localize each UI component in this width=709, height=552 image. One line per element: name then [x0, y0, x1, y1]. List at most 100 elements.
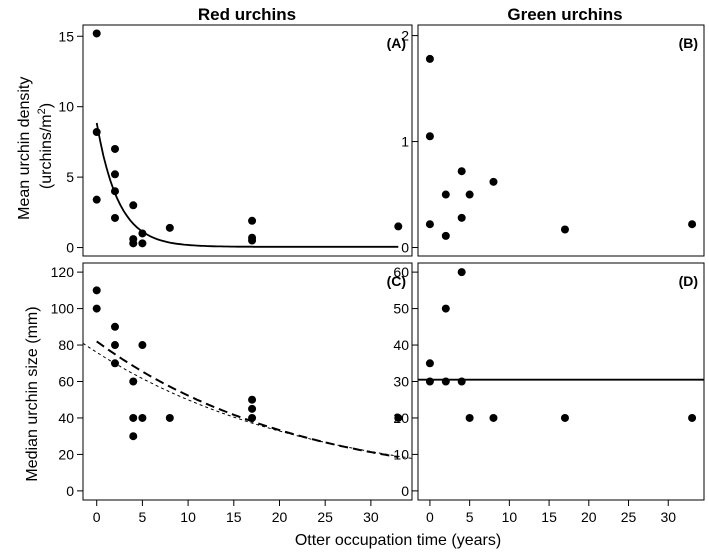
panel-b-label: (B) [679, 35, 698, 51]
panel-c-y-tick-label: 20 [58, 446, 74, 462]
panel-a-y-tick-label: 0 [66, 240, 74, 256]
panel-c-y-tick-label: 60 [58, 374, 74, 390]
panel-b-point [441, 190, 450, 199]
panel-c-fit-dashed [96, 340, 399, 458]
panel-d-x-tick-label: 0 [426, 509, 434, 525]
column-title-green: Green urchins [507, 5, 622, 24]
panel-d-point [560, 413, 569, 422]
panel-d-point [489, 413, 498, 422]
panel-a-y-tick-label: 5 [66, 169, 74, 185]
panel-c-y-tick-label: 100 [51, 301, 75, 317]
panel-d-x-tick-label: 20 [581, 509, 597, 525]
panel-c-point [129, 377, 138, 386]
y-axis-label-density-superscript: 2 [36, 108, 48, 114]
panel-d-x-tick-label: 10 [502, 509, 518, 525]
panel-c-point [129, 432, 138, 441]
panel-b-point [425, 132, 434, 141]
panel-b-y-tick-label: 1 [401, 134, 409, 150]
panel-d-x-tick-label: 5 [466, 509, 474, 525]
panel-d: 0 10 20 30 40 50 60 0 5 10 15 20 25 30 (D) [393, 262, 705, 525]
panel-c-x-tick-label: 25 [317, 509, 333, 525]
panel-d-y-tick-label: 50 [393, 301, 409, 317]
panel-d-y-tick-label: 0 [401, 483, 409, 499]
panel-a-point [129, 239, 138, 248]
panel-c-point [92, 286, 101, 295]
panel-a-frame [82, 24, 413, 257]
panel-b-point [457, 213, 466, 222]
panel-c-y-tick-label: 80 [58, 337, 74, 353]
panel-a-point [92, 128, 101, 137]
panel-b: 0 1 2 (B) [401, 24, 705, 257]
panel-b-point [425, 54, 434, 63]
y-axis-label-density-close: ) [38, 103, 55, 108]
panel-c-point [110, 322, 119, 331]
panel-d-point [457, 268, 466, 277]
panel-d-point [441, 304, 450, 313]
panel-d-point [425, 377, 434, 386]
panel-b-point [688, 220, 697, 229]
panel-d-x-tick-label: 25 [621, 509, 637, 525]
panel-c-x-tick-label: 5 [139, 509, 147, 525]
panel-b-y-tick-label: 2 [401, 28, 409, 44]
panel-a-point [394, 222, 403, 231]
panel-c-y-tick-label: 40 [58, 410, 74, 426]
panel-c-y-tick-label: 0 [66, 483, 74, 499]
panel-c-point [92, 304, 101, 313]
panel-c-label: (C) [387, 273, 406, 289]
panel-b-frame [417, 24, 705, 257]
panel-a-point [248, 236, 257, 245]
panel-d-point [688, 413, 697, 422]
panel-c-point [394, 413, 403, 422]
panel-d-y-tick-label: 20 [393, 410, 409, 426]
panel-a-point [138, 229, 147, 238]
panel-c-x-tick-label: 30 [363, 509, 379, 525]
panel-a-point [110, 187, 119, 196]
panel-a-point [165, 223, 174, 232]
panel-a-fit-solid [95, 122, 399, 248]
panel-d-y-tick-label: 40 [393, 337, 409, 353]
panel-b-point [489, 177, 498, 186]
panel-b-point [560, 225, 569, 234]
y-axis-label-density: Mean urchin density (urchins/m2) [16, 72, 55, 220]
panel-d-y-tick-label: 60 [393, 264, 409, 280]
column-title-red: Red urchins [198, 5, 296, 24]
panel-b-point [457, 167, 466, 176]
panel-a-point [92, 29, 101, 38]
panel-d-x-tick-label: 15 [541, 509, 557, 525]
panel-a-point [248, 216, 257, 225]
panel-a-point [110, 144, 119, 153]
panel-a-y-tick-label: 15 [58, 28, 74, 44]
panel-c-point [110, 341, 119, 350]
x-axis-label: Otter occupation time (years) [295, 532, 501, 549]
panel-c-y-tick-label: 120 [51, 264, 75, 280]
panel-b-point [425, 220, 434, 229]
y-axis-label-density-line1: Mean urchin density [16, 77, 33, 220]
panel-c-point [248, 413, 257, 422]
panel-c-point [110, 359, 119, 368]
panel-d-y-tick-label: 30 [393, 374, 409, 390]
panel-a-point [110, 170, 119, 179]
panel-a-point [129, 201, 138, 210]
panel-d-label: (D) [679, 273, 698, 289]
y-axis-label-size: Median urchin size (mm) [24, 306, 41, 481]
panel-c: 0 20 40 60 80 100 120 0 5 10 15 20 25 30 (C) [51, 262, 413, 525]
panel-b-point [441, 231, 450, 240]
panel-c-fit-dotted [82, 342, 413, 459]
panel-d-point [441, 377, 450, 386]
y-axis-label-density-line2: (urchins/m2) [36, 103, 55, 189]
panel-d-y-tick-label: 10 [393, 446, 409, 462]
panel-d-point [465, 413, 474, 422]
panel-c-point [165, 413, 174, 422]
panel-c-point [138, 341, 147, 350]
panel-c-x-tick-label: 15 [226, 509, 242, 525]
panel-c-point [138, 413, 147, 422]
panel-a-y-tick-label: 10 [58, 99, 74, 115]
panel-a-label: (A) [387, 35, 406, 51]
y-axis-label-density-unit: (urchins/m [38, 114, 55, 189]
panel-b-y-tick-label: 0 [401, 240, 409, 256]
panel-a-point [138, 239, 147, 248]
panel-c-x-tick-label: 20 [272, 509, 288, 525]
panel-c-point [248, 404, 257, 413]
